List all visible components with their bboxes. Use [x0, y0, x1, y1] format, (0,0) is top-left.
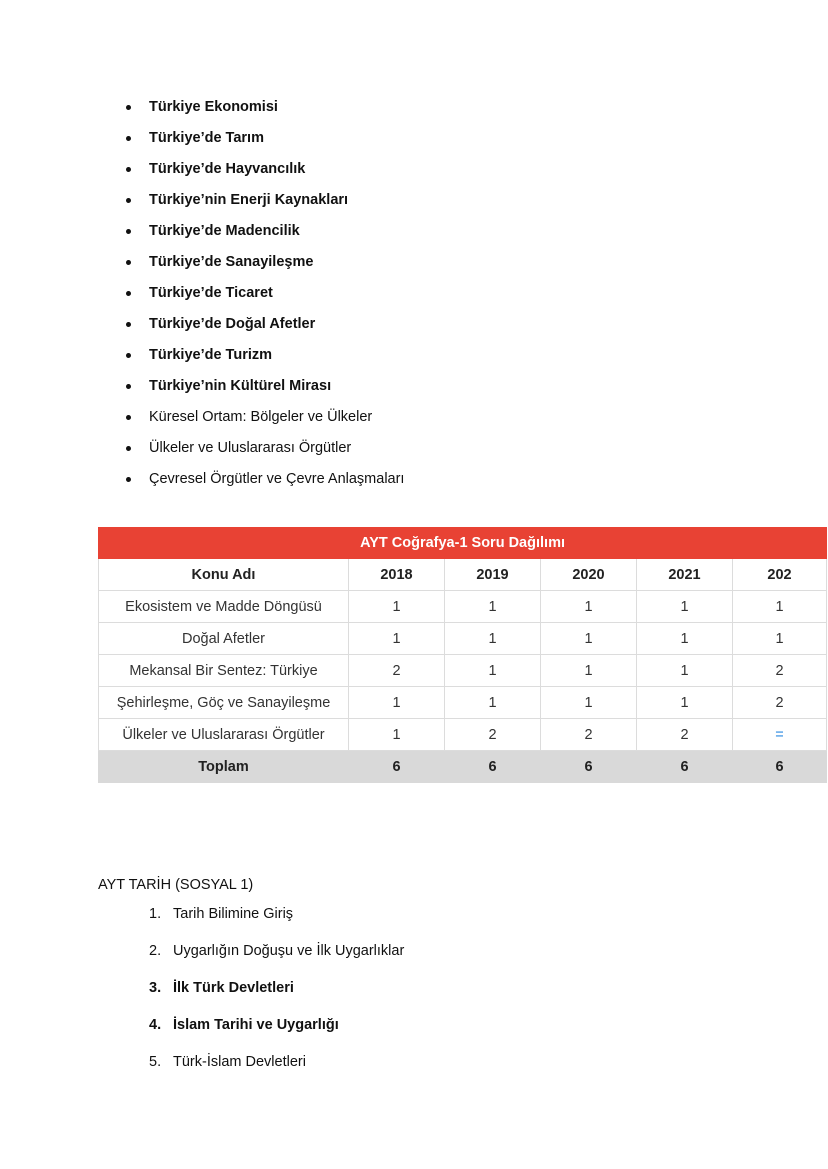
total-cell: 6	[348, 750, 445, 783]
item-label: İlk Türk Devletleri	[173, 980, 294, 996]
total-cell: 6	[540, 750, 637, 783]
count-cell: 1	[444, 590, 541, 623]
count-cell: 1	[731, 590, 828, 623]
topic-item: Küresel Ortam: Bölgeler ve Ülkeler	[0, 406, 404, 437]
column-header: 2020	[540, 558, 637, 591]
item-label: İslam Tarihi ve Uygarlığı	[173, 1017, 339, 1033]
count-cell: 1	[348, 622, 445, 655]
count-cell: 1	[540, 622, 637, 655]
count-cell: 2	[636, 718, 733, 751]
topic-name-cell: Şehirleşme, Göç ve Sanayileşme	[98, 686, 349, 719]
question-distribution-table: AYT Coğrafya-1 Soru Dağılımı Konu Adı 201…	[97, 527, 828, 783]
count-cell: 2	[348, 654, 445, 687]
history-topic-item: 1. Tarih Bilimine Giriş	[0, 903, 404, 940]
total-cell: 6	[731, 750, 828, 783]
count-cell: 2	[731, 686, 828, 719]
table-row: Doğal Afetler 1 1 1 1 1	[98, 622, 828, 655]
column-header: 2019	[444, 558, 541, 591]
count-cell: 1	[540, 590, 637, 623]
column-header: 2021	[636, 558, 733, 591]
total-row: Toplam 6 6 6 6 6	[98, 750, 828, 783]
count-cell: 1	[540, 654, 637, 687]
total-cell: 6	[636, 750, 733, 783]
topic-name-cell: Ekosistem ve Madde Döngüsü	[98, 590, 349, 623]
table-row: Ülkeler ve Uluslararası Örgütler 1 2 2 2 =	[98, 718, 828, 751]
item-number: 1.	[149, 906, 162, 922]
item-number: 3.	[149, 980, 162, 996]
topic-item: Türkiye Ekonomisi	[0, 96, 404, 127]
count-cell: 1	[636, 686, 733, 719]
topic-item: Türkiye’de Sanayileşme	[0, 251, 404, 282]
topic-item: Türkiye’de Doğal Afetler	[0, 313, 404, 344]
history-topic-item: 5. Türk-İslam Devletleri	[0, 1051, 404, 1088]
count-cell: 1	[444, 622, 541, 655]
count-cell: 2	[731, 654, 828, 687]
count-cell: 1	[348, 686, 445, 719]
topic-item: Türkiye’nin Enerji Kaynakları	[0, 189, 404, 220]
count-cell: 1	[636, 654, 733, 687]
count-cell: 1	[636, 622, 733, 655]
history-topic-list: 1. Tarih Bilimine Giriş 2. Uygarlığın Doğuş…	[0, 903, 404, 1088]
count-cell: 1	[348, 590, 445, 623]
count-cell: 1	[348, 718, 445, 751]
topic-item: Türkiye’de Madencilik	[0, 220, 404, 251]
table-row: Şehirleşme, Göç ve Sanayileşme 1 1 1 1 2	[98, 686, 828, 719]
topic-list: Türkiye Ekonomisi Türkiye’de Tarım Türkiye…	[0, 96, 404, 499]
topic-item: Türkiye’de Ticaret	[0, 282, 404, 313]
topic-item: Türkiye’nin Kültürel Mirası	[0, 375, 404, 406]
count-cell: 1	[731, 622, 828, 655]
total-label: Toplam	[98, 750, 349, 783]
history-topic-item: 4. İslam Tarihi ve Uygarlığı	[0, 1014, 404, 1051]
total-cell: 6	[444, 750, 541, 783]
count-cell[interactable]: =	[731, 718, 828, 751]
section-title: AYT TARİH (SOSYAL 1)	[98, 877, 254, 893]
topic-name-cell: Ülkeler ve Uluslararası Örgütler	[98, 718, 349, 751]
count-cell: 1	[540, 686, 637, 719]
item-label: Tarih Bilimine Giriş	[173, 906, 294, 922]
topic-name-cell: Doğal Afetler	[98, 622, 349, 655]
item-label: Türk-İslam Devletleri	[173, 1054, 306, 1070]
history-topic-item: 3. İlk Türk Devletleri	[0, 977, 404, 1014]
table-row: Ekosistem ve Madde Döngüsü 1 1 1 1 1	[98, 590, 828, 623]
header-row: Konu Adı 2018 2019 2020 2021 202	[98, 558, 828, 591]
history-topic-item: 2. Uygarlığın Doğuşu ve İlk Uygarlıklar	[0, 940, 404, 977]
topic-item: Türkiye’de Tarım	[0, 127, 404, 158]
count-cell: 2	[444, 718, 541, 751]
column-header: 2018	[348, 558, 445, 591]
item-number: 5.	[149, 1054, 162, 1070]
topic-item: Türkiye’de Turizm	[0, 344, 404, 375]
topic-item: Çevresel Örgütler ve Çevre Anlaşmaları	[0, 468, 404, 499]
count-cell: 1	[636, 590, 733, 623]
table-row: Mekansal Bir Sentez: Türkiye 2 1 1 1 2	[98, 654, 828, 687]
count-cell: 2	[540, 718, 637, 751]
item-label: Uygarlığın Doğuşu ve İlk Uygarlıklar	[173, 943, 405, 959]
topic-item: Ülkeler ve Uluslararası Örgütler	[0, 437, 404, 468]
column-header: Konu Adı	[98, 558, 349, 591]
column-header: 202	[731, 558, 828, 591]
count-cell: 1	[444, 686, 541, 719]
item-number: 4.	[149, 1017, 162, 1033]
count-cell: 1	[444, 654, 541, 687]
table-title: AYT Coğrafya-1 Soru Dağılımı	[97, 527, 828, 559]
topic-name-cell: Mekansal Bir Sentez: Türkiye	[98, 654, 349, 687]
item-number: 2.	[149, 943, 162, 959]
topic-item: Türkiye’de Hayvancılık	[0, 158, 404, 189]
